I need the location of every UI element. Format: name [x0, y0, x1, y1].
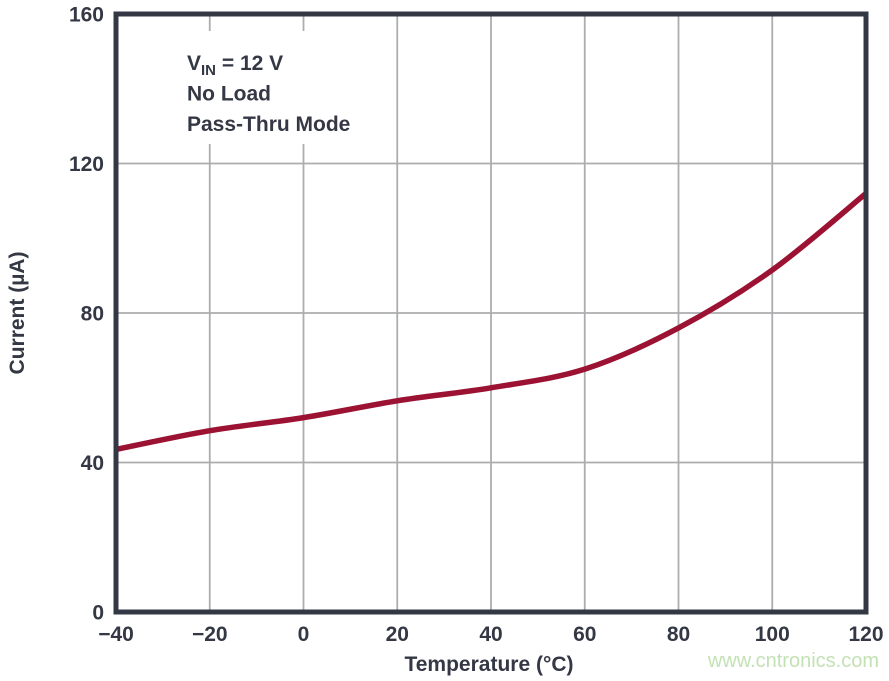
x-tick-label: 0 [298, 623, 310, 646]
x-tick-label: 20 [386, 623, 409, 646]
annotation-text: VIN = 12 V No Load Pass-Thru Mode [187, 52, 350, 136]
annotation-line-vin: VIN = 12 V [187, 52, 283, 79]
vin-symbol: V [187, 52, 201, 75]
vin-value: = 12 V [216, 52, 283, 75]
x-tick-label: −40 [98, 623, 134, 646]
annotation-line-load: No Load [187, 83, 271, 106]
curve-group [115, 191, 868, 453]
y-axis-title: Current (µA) [6, 252, 29, 375]
x-axis-title: Temperature (°C) [404, 653, 573, 676]
current-curve [115, 191, 868, 453]
annotation-backdrop [152, 31, 385, 144]
y-tick-label: 80 [81, 303, 104, 326]
y-tick-label: 40 [81, 452, 104, 475]
y-tick-label: 0 [92, 602, 104, 625]
x-tick-label: 80 [667, 623, 690, 646]
tick-labels: −40 −20 0 20 40 60 80 100 120 0 40 80 120 160 [69, 4, 884, 647]
x-tick-label: 120 [848, 623, 883, 646]
watermark: www.cntronics.com [707, 650, 879, 672]
x-tick-label: 60 [573, 623, 596, 646]
x-tick-label: −20 [192, 623, 228, 646]
annotation-line-mode: Pass-Thru Mode [187, 113, 350, 136]
y-tick-label: 160 [69, 4, 104, 27]
x-tick-label: 40 [479, 623, 502, 646]
x-tick-label: 100 [755, 623, 790, 646]
plot-frame [113, 11, 869, 615]
y-tick-label: 120 [69, 153, 104, 176]
vin-subscript: IN [201, 62, 216, 79]
